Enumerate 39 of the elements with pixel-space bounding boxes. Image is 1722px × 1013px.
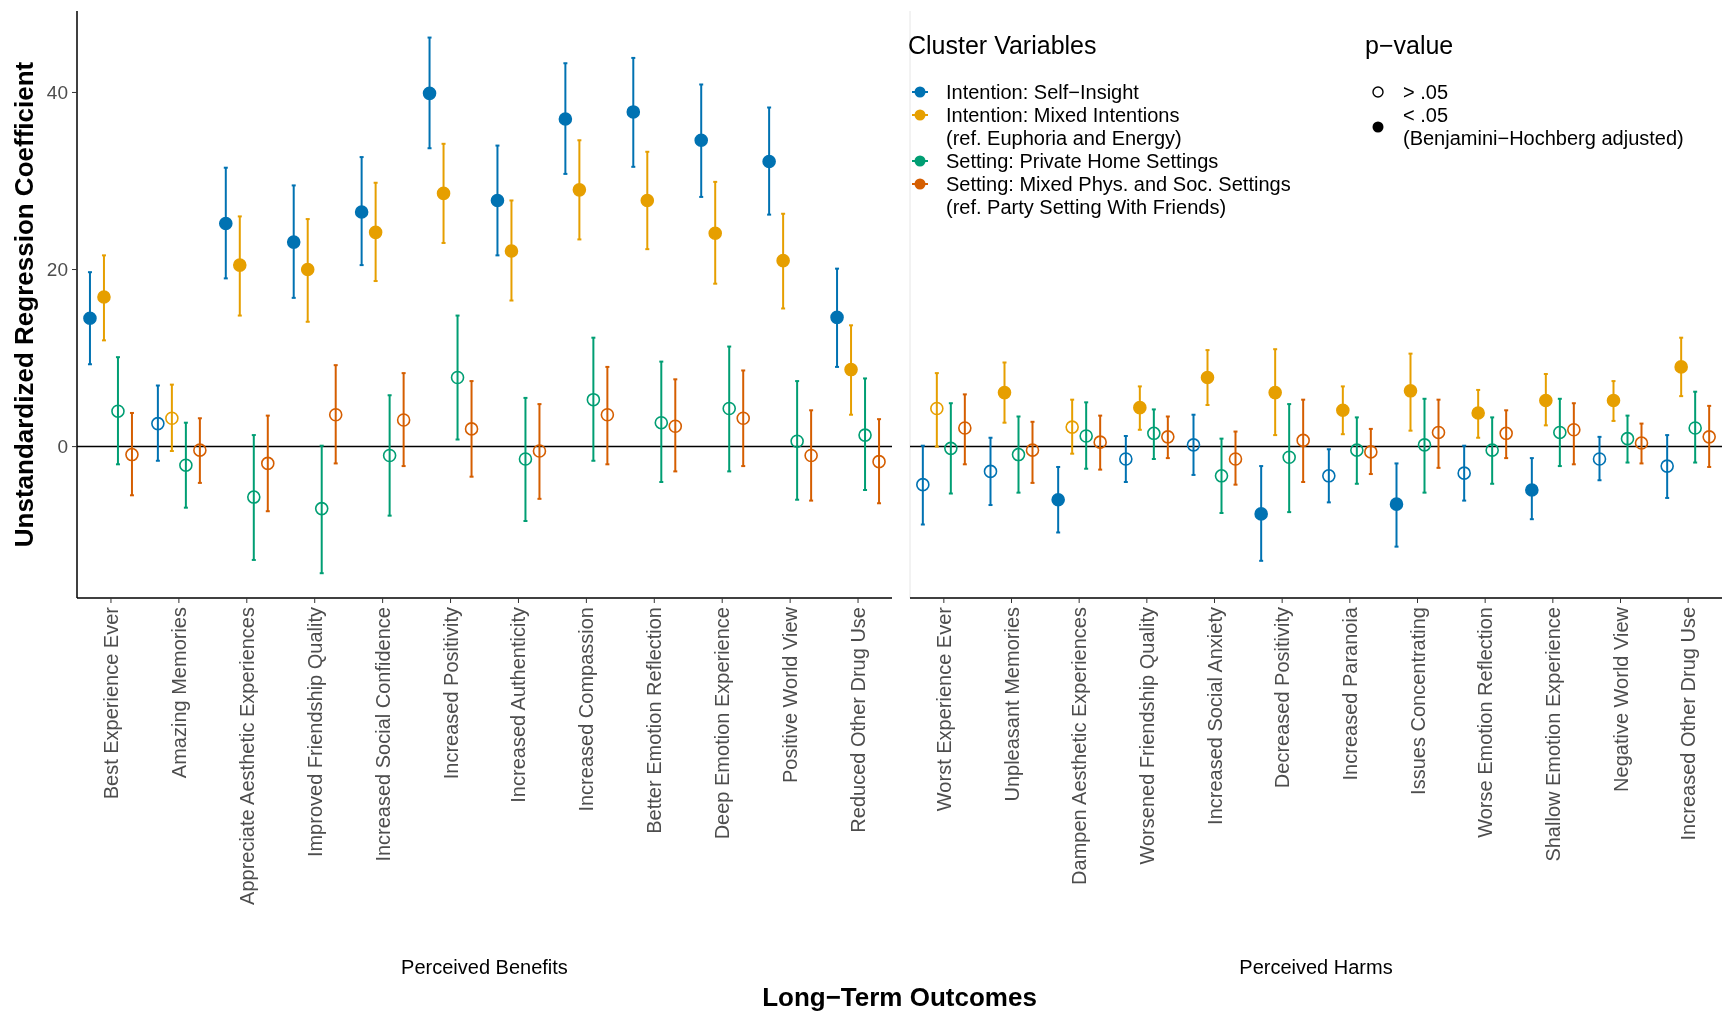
x-tick-label: Dampen Aesthetic Experiences	[1068, 607, 1091, 885]
x-tick-label: Increased Positivity	[439, 607, 462, 780]
x-tick-label: Better Emotion Reflection	[643, 607, 666, 834]
legend-title: Cluster Variables	[908, 31, 1097, 59]
x-tick-label: Increased Authenticity	[507, 607, 530, 803]
x-tick-label: Best Experience Ever	[99, 606, 122, 800]
x-tick-label: Increased Social Anxiety	[1203, 607, 1226, 825]
annotation: < .05 (Benjamini−Hochberg adjusted)	[1403, 104, 1684, 149]
x-axis-title: Perceived Harms	[1239, 956, 1393, 978]
x-tick-label: Increased Paranoia	[1338, 606, 1361, 781]
x-tick-label: Issues Concentrating	[1406, 607, 1429, 795]
legend-label: Setting: Mixed Phys. and Soc. Settings (ref. Party Setting With Friends)	[946, 173, 1291, 218]
x-tick-label: Appreciate Aesthetic Experiences	[235, 607, 258, 905]
x-tick-label: Increased Social Confidence	[371, 607, 394, 862]
y-tick-label: 40	[46, 82, 68, 104]
x-tick-label: Reduced Other Drug Use	[847, 607, 870, 833]
legend-label: Intention: Self−Insight	[946, 81, 1140, 103]
x-tick-label: Positive World View	[779, 606, 802, 783]
x-tick-label: Negative World View	[1609, 606, 1632, 792]
x-tick-label: Amazing Memories	[167, 607, 190, 779]
y-axis-title: Unstandardized Regression Coefficient	[9, 61, 39, 548]
x-axis-title: Perceived Benefits	[401, 956, 568, 978]
legend-label: Intention: Mixed Intentions (ref. Euphoria and Energy)	[946, 104, 1182, 149]
y-tick-label: 0	[57, 436, 68, 458]
annotation: > .05	[1403, 81, 1449, 103]
x-tick-label: Unpleasant Memories	[1000, 607, 1023, 802]
x-tick-label: Increased Other Drug Use	[1677, 607, 1700, 841]
x-tick-label: Shallow Emotion Experience	[1541, 607, 1564, 862]
x-tick-label: Increased Compassion	[575, 607, 598, 812]
text: Long−Term Outcomes	[762, 982, 1037, 1012]
legend-label: Setting: Private Home Settings	[946, 150, 1219, 172]
x-tick-label: Deep Emotion Experience	[711, 607, 734, 840]
x-tick-label: Decreased Positivity	[1271, 607, 1294, 789]
y-tick-label: 20	[46, 259, 68, 281]
annotation: p−value	[1365, 31, 1454, 59]
x-tick-label: Worst Experience Ever	[932, 606, 955, 812]
x-tick-label: Improved Friendship Quality	[303, 607, 326, 858]
x-tick-label: Worsened Friendship Quality	[1135, 607, 1158, 865]
x-tick-label: Worse Emotion Reflection	[1474, 607, 1497, 838]
